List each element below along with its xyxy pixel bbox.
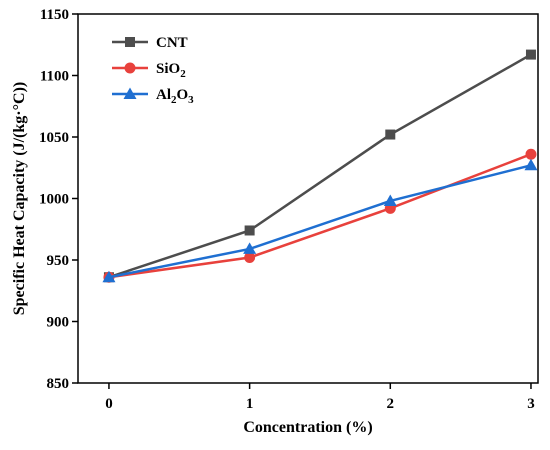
legend-swatch-marker xyxy=(123,87,137,99)
y-axis-title: Specific Heat Capacity (J/(kg·°C)) xyxy=(11,82,28,315)
data-point xyxy=(243,242,257,254)
data-point xyxy=(244,252,256,264)
legend-label: Al2O3 xyxy=(156,87,194,106)
x-tick-label: 1 xyxy=(246,396,254,412)
x-tick-label: 2 xyxy=(387,396,395,412)
y-tick-label: 850 xyxy=(47,376,70,392)
y-tick-label: 1050 xyxy=(39,130,69,146)
legend-item: SiO2 xyxy=(112,61,186,80)
legend-item: Al2O3 xyxy=(112,87,194,106)
data-point xyxy=(102,270,116,283)
data-point xyxy=(525,49,536,60)
series-sio2 xyxy=(103,148,537,283)
data-point xyxy=(524,158,538,171)
plot-frame xyxy=(77,13,539,384)
legend-swatch-marker xyxy=(125,37,135,47)
y-tick-label: 1150 xyxy=(40,7,69,23)
legend: CNT SiO2 Al2O3 xyxy=(112,35,194,106)
series-al2o3 xyxy=(102,158,538,283)
data-point xyxy=(525,148,537,160)
y-tick-label: 900 xyxy=(47,315,70,331)
legend-label: CNT xyxy=(156,35,188,51)
series-group xyxy=(102,49,538,283)
series-line xyxy=(108,164,532,279)
y-tick-label: 1000 xyxy=(39,192,69,208)
x-tick-label: 3 xyxy=(527,396,535,412)
axes: 850 900 950 1000 1050 1100 1150 0 1 2 3 xyxy=(39,7,539,412)
y-tick-label: 1100 xyxy=(40,69,69,85)
y-tick-label: 950 xyxy=(47,253,70,269)
x-axis-title: Concentration (%) xyxy=(243,419,372,436)
data-point xyxy=(244,225,255,236)
series-line xyxy=(108,153,532,279)
series-line xyxy=(108,53,532,279)
legend-swatch-marker xyxy=(124,62,136,74)
series-cnt xyxy=(103,49,536,283)
legend-label: SiO2 xyxy=(156,61,186,80)
data-point xyxy=(385,129,396,140)
data-point xyxy=(383,194,397,206)
legend-item: CNT xyxy=(112,35,188,51)
x-tick-label: 0 xyxy=(105,396,113,412)
